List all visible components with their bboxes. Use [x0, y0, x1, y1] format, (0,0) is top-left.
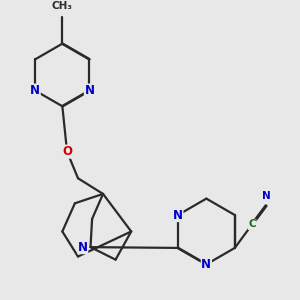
Text: C: C — [248, 219, 256, 230]
Text: O: O — [62, 145, 72, 158]
Text: N: N — [173, 208, 183, 221]
Text: N: N — [85, 84, 94, 97]
Text: N: N — [262, 191, 271, 201]
Text: N: N — [30, 84, 40, 97]
Text: CH₃: CH₃ — [52, 1, 73, 11]
Text: N: N — [78, 241, 88, 254]
Text: N: N — [201, 258, 211, 271]
